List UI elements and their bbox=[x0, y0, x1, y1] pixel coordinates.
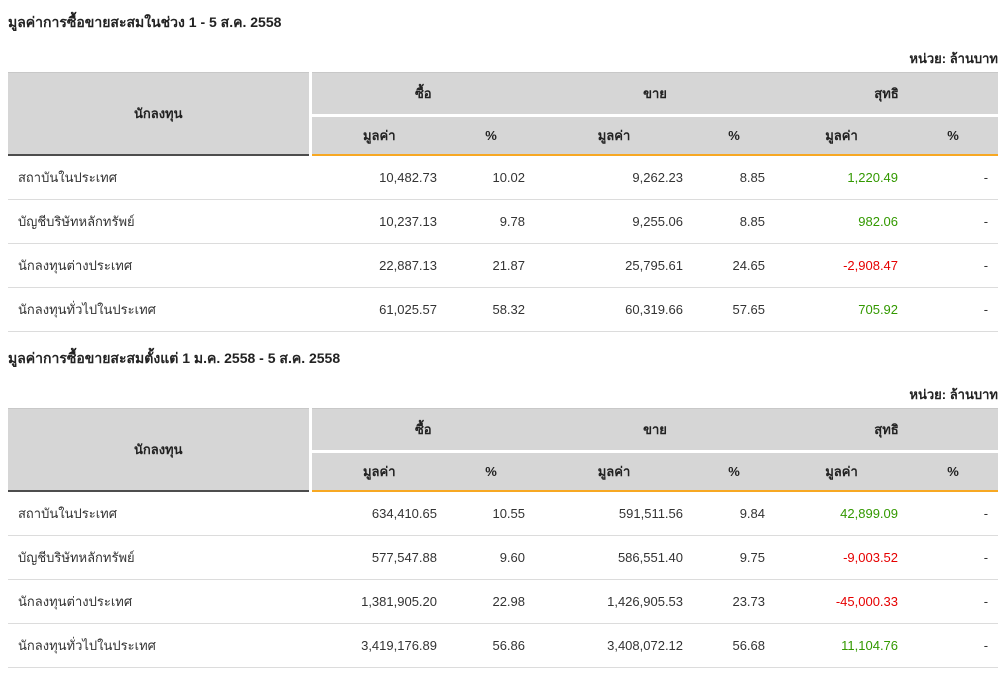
table-row: สถาบันในประเทศ 634,410.65 10.55 591,511.… bbox=[8, 491, 999, 536]
net-value: 705.92 bbox=[775, 287, 909, 332]
col-header-net: สุทธิ bbox=[775, 72, 999, 117]
unit-label: หน่วย: ล้านบาท bbox=[909, 51, 998, 66]
net-percent: - bbox=[908, 243, 999, 288]
sell-percent: 56.68 bbox=[693, 623, 776, 668]
col-header-buy: ซื้อ bbox=[310, 72, 536, 117]
sell-percent: 57.65 bbox=[693, 287, 776, 332]
subheader-net-value: มูลค่า bbox=[775, 115, 909, 156]
buy-value: 634,410.65 bbox=[310, 491, 447, 536]
investor-name: นักลงทุนต่างประเทศ bbox=[8, 243, 310, 288]
net-percent: - bbox=[908, 579, 999, 624]
investor-name: บัญชีบริษัทหลักทรัพย์ bbox=[8, 535, 310, 580]
investor-name: สถาบันในประเทศ bbox=[8, 155, 310, 200]
table-row: นักลงทุนทั่วไปในประเทศ 61,025.57 58.32 6… bbox=[8, 287, 999, 332]
buy-percent: 21.87 bbox=[447, 243, 536, 288]
net-value: -2,908.47 bbox=[775, 243, 909, 288]
buy-percent: 58.32 bbox=[447, 287, 536, 332]
section-ytd-trading: มูลค่าการซื้อขายสะสมตั้งแต่ 1 ม.ค. 2558 … bbox=[8, 348, 999, 668]
subheader-sell-percent: % bbox=[693, 115, 776, 156]
net-value: -9,003.52 bbox=[775, 535, 909, 580]
buy-value: 10,482.73 bbox=[310, 155, 447, 200]
unit-label: หน่วย: ล้านบาท bbox=[909, 387, 998, 402]
subheader-net-percent: % bbox=[908, 115, 999, 156]
table-row: นักลงทุนต่างประเทศ 1,381,905.20 22.98 1,… bbox=[8, 579, 999, 624]
section-title-ytd: มูลค่าการซื้อขายสะสมตั้งแต่ 1 ม.ค. 2558 … bbox=[8, 350, 341, 366]
net-value: -45,000.33 bbox=[775, 579, 909, 624]
net-percent: - bbox=[908, 199, 999, 244]
table-row: บัญชีบริษัทหลักทรัพย์ 10,237.13 9.78 9,2… bbox=[8, 199, 999, 244]
buy-value: 10,237.13 bbox=[310, 199, 447, 244]
col-header-investor: นักลงทุน bbox=[8, 408, 312, 492]
subheader-buy-value: มูลค่า bbox=[310, 451, 447, 492]
sell-value: 25,795.61 bbox=[535, 243, 694, 288]
net-value: 42,899.09 bbox=[775, 491, 909, 536]
col-header-investor: นักลงทุน bbox=[8, 72, 312, 156]
subheader-net-percent: % bbox=[908, 451, 999, 492]
buy-value: 61,025.57 bbox=[310, 287, 447, 332]
table-row: บัญชีบริษัทหลักทรัพย์ 577,547.88 9.60 58… bbox=[8, 535, 999, 580]
investor-name: นักลงทุนทั่วไปในประเทศ bbox=[8, 287, 310, 332]
buy-value: 3,419,176.89 bbox=[310, 623, 447, 668]
subheader-buy-percent: % bbox=[447, 115, 536, 156]
sell-percent: 24.65 bbox=[693, 243, 776, 288]
sell-value: 591,511.56 bbox=[535, 491, 694, 536]
net-percent: - bbox=[908, 155, 999, 200]
subheader-buy-percent: % bbox=[447, 451, 536, 492]
net-percent: - bbox=[908, 491, 999, 536]
buy-percent: 56.86 bbox=[447, 623, 536, 668]
table-body: สถาบันในประเทศ 10,482.73 10.02 9,262.23 … bbox=[8, 155, 999, 332]
subheader-sell-value: มูลค่า bbox=[535, 115, 694, 156]
col-header-sell: ขาย bbox=[535, 408, 776, 453]
sell-percent: 9.84 bbox=[693, 491, 776, 536]
table-row: นักลงทุนทั่วไปในประเทศ 3,419,176.89 56.8… bbox=[8, 623, 999, 668]
sell-value: 9,262.23 bbox=[535, 155, 694, 200]
investor-name: สถาบันในประเทศ bbox=[8, 491, 310, 536]
buy-percent: 22.98 bbox=[447, 579, 536, 624]
table-row: สถาบันในประเทศ 10,482.73 10.02 9,262.23 … bbox=[8, 155, 999, 200]
buy-percent: 9.78 bbox=[447, 199, 536, 244]
buy-value: 1,381,905.20 bbox=[310, 579, 447, 624]
trading-table-ytd: นักลงทุน ซื้อ ขาย สุทธิ มูลค่า % มูลค่า … bbox=[8, 408, 999, 668]
buy-value: 22,887.13 bbox=[310, 243, 447, 288]
investor-name: บัญชีบริษัทหลักทรัพย์ bbox=[8, 199, 310, 244]
investor-name: นักลงทุนทั่วไปในประเทศ bbox=[8, 623, 310, 668]
subheader-buy-value: มูลค่า bbox=[310, 115, 447, 156]
sell-value: 9,255.06 bbox=[535, 199, 694, 244]
sell-percent: 8.85 bbox=[693, 199, 776, 244]
investor-name: นักลงทุนต่างประเทศ bbox=[8, 579, 310, 624]
sell-value: 60,319.66 bbox=[535, 287, 694, 332]
sell-value: 3,408,072.12 bbox=[535, 623, 694, 668]
sell-percent: 8.85 bbox=[693, 155, 776, 200]
col-header-buy: ซื้อ bbox=[310, 408, 536, 453]
table-header: นักลงทุน ซื้อ ขาย สุทธิ มูลค่า % มูลค่า … bbox=[8, 408, 999, 492]
net-value: 1,220.49 bbox=[775, 155, 909, 200]
subheader-sell-percent: % bbox=[693, 451, 776, 492]
buy-percent: 10.55 bbox=[447, 491, 536, 536]
section-period-trading: มูลค่าการซื้อขายสะสมในช่วง 1 - 5 ส.ค. 25… bbox=[8, 12, 999, 332]
net-value: 982.06 bbox=[775, 199, 909, 244]
subheader-net-value: มูลค่า bbox=[775, 451, 909, 492]
sell-percent: 9.75 bbox=[693, 535, 776, 580]
col-header-net: สุทธิ bbox=[775, 408, 999, 453]
trading-table-period: นักลงทุน ซื้อ ขาย สุทธิ มูลค่า % มูลค่า … bbox=[8, 72, 999, 332]
section-title-period: มูลค่าการซื้อขายสะสมในช่วง 1 - 5 ส.ค. 25… bbox=[8, 14, 282, 30]
net-percent: - bbox=[908, 287, 999, 332]
col-header-sell: ขาย bbox=[535, 72, 776, 117]
sell-value: 1,426,905.53 bbox=[535, 579, 694, 624]
net-percent: - bbox=[908, 535, 999, 580]
net-value: 11,104.76 bbox=[775, 623, 909, 668]
buy-percent: 9.60 bbox=[447, 535, 536, 580]
buy-value: 577,547.88 bbox=[310, 535, 447, 580]
table-header: นักลงทุน ซื้อ ขาย สุทธิ มูลค่า % มูลค่า … bbox=[8, 72, 999, 156]
sell-value: 586,551.40 bbox=[535, 535, 694, 580]
table-row: นักลงทุนต่างประเทศ 22,887.13 21.87 25,79… bbox=[8, 243, 999, 288]
subheader-sell-value: มูลค่า bbox=[535, 451, 694, 492]
net-percent: - bbox=[908, 623, 999, 668]
table-body: สถาบันในประเทศ 634,410.65 10.55 591,511.… bbox=[8, 491, 999, 668]
buy-percent: 10.02 bbox=[447, 155, 536, 200]
sell-percent: 23.73 bbox=[693, 579, 776, 624]
